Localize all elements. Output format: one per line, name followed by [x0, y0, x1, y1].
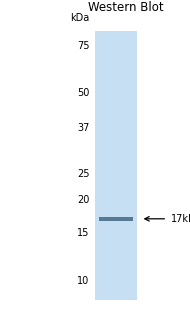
Text: Western Blot: Western Blot	[88, 1, 163, 14]
Bar	[99, 217, 133, 221]
Text: 75: 75	[77, 40, 89, 50]
Text: 15: 15	[77, 228, 89, 239]
Text: 25: 25	[77, 169, 89, 179]
Text: 17kDa: 17kDa	[171, 214, 190, 224]
Text: 20: 20	[77, 195, 89, 205]
Bar	[95, 31, 137, 300]
Text: 50: 50	[77, 88, 89, 98]
Text: 10: 10	[77, 276, 89, 286]
Text: kDa: kDa	[70, 13, 89, 23]
Text: 37: 37	[77, 123, 89, 133]
